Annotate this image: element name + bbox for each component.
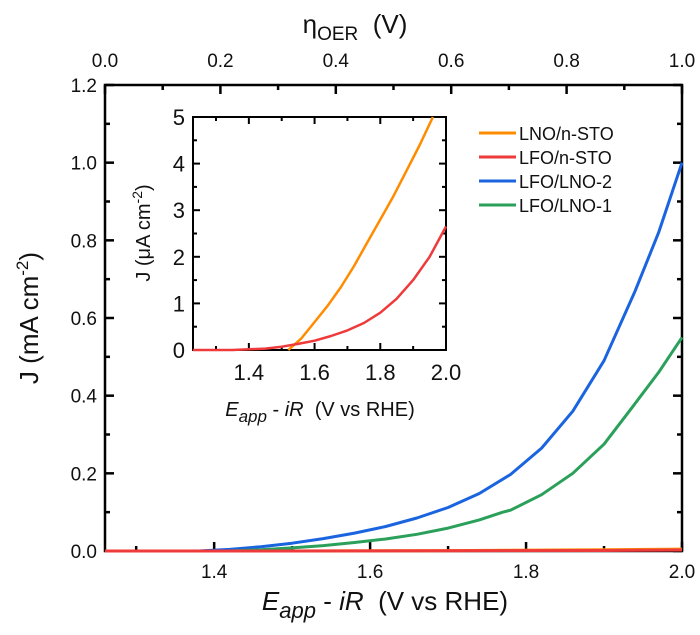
series-line-lfo-lno-2 (105, 162, 684, 553)
inset-x-tick-label: 1.4 (234, 360, 265, 385)
top-x-tick-label: 0.0 (92, 51, 118, 72)
y-tick-label: 0.4 (71, 387, 98, 408)
legend-entry: LFO/n-STO (479, 148, 612, 168)
top-x-tick-label: 0.4 (323, 51, 350, 72)
y-tick-label: 0.2 (71, 464, 97, 485)
legend-label: LNO/n-STO (519, 124, 614, 144)
inset-series-line-lno-n-sto (287, 116, 435, 351)
inset-x-axis-title: Eapp - iR (V vs RHE) (225, 399, 415, 426)
legend-entry: LNO/n-STO (479, 124, 614, 144)
legend-entry: LFO/LNO-2 (479, 172, 612, 192)
y-tick-label: 0.0 (71, 542, 97, 563)
legend-label: LFO/LNO-1 (519, 196, 612, 216)
inset-y-axis-title: J (μA cm-2) (129, 184, 155, 281)
inset-y-tick-label: 4 (173, 152, 185, 177)
y-axis-title: J (mA cm-2) (13, 252, 44, 384)
legend: LNO/n-STO LFO/n-STO LFO/LNO-2 LFO/LNO-1 (479, 124, 614, 216)
x-tick-label: 2.0 (669, 562, 695, 583)
legend-label: LFO/n-STO (519, 148, 612, 168)
x-tick-label: 1.8 (513, 562, 539, 583)
inset-series (193, 116, 448, 352)
main-series (105, 162, 684, 553)
inset-x-tick-label: 1.8 (365, 360, 396, 385)
inset-y-tick-label: 3 (173, 198, 185, 223)
x-tick-label: 1.4 (201, 562, 228, 583)
inset-series-line-lfo-n-sto (193, 225, 448, 352)
inset-axes: 1.4 1.6 1.8 2.0 0 1 2 3 4 5 (173, 105, 462, 385)
inset-x-tick-label: 2.0 (431, 360, 462, 385)
top-x-tick-label: 0.6 (438, 51, 464, 72)
y-tick-label: 0.8 (71, 231, 97, 252)
series-line-lfo-lno-1 (105, 336, 684, 553)
x-axis-title: Eapp - iR (V vs RHE) (262, 586, 508, 623)
inset-y-tick-label: 0 (173, 338, 185, 363)
y-tick-label: 1.2 (71, 76, 97, 97)
legend-entry: LFO/LNO-1 (479, 196, 612, 216)
x-tick-label: 1.6 (357, 562, 383, 583)
inset-y-tick-label: 2 (173, 245, 185, 270)
inset-y-tick-label: 1 (173, 291, 185, 316)
y-tick-label: 1.0 (71, 154, 97, 175)
inset-y-tick-label: 5 (173, 105, 185, 130)
inset-background (193, 117, 446, 350)
top-x-tick-label: 0.8 (553, 51, 579, 72)
inset-x-tick-label: 1.6 (299, 360, 330, 385)
top-x-tick-label: 1.0 (669, 51, 695, 72)
series-line-lfo-n-sto (105, 548, 683, 553)
top-x-axis-title: ηOER (V) (303, 9, 408, 45)
y-tick-label: 0.6 (71, 309, 97, 330)
top-x-tick-label: 0.2 (207, 51, 233, 72)
legend-label: LFO/LNO-2 (519, 172, 612, 192)
